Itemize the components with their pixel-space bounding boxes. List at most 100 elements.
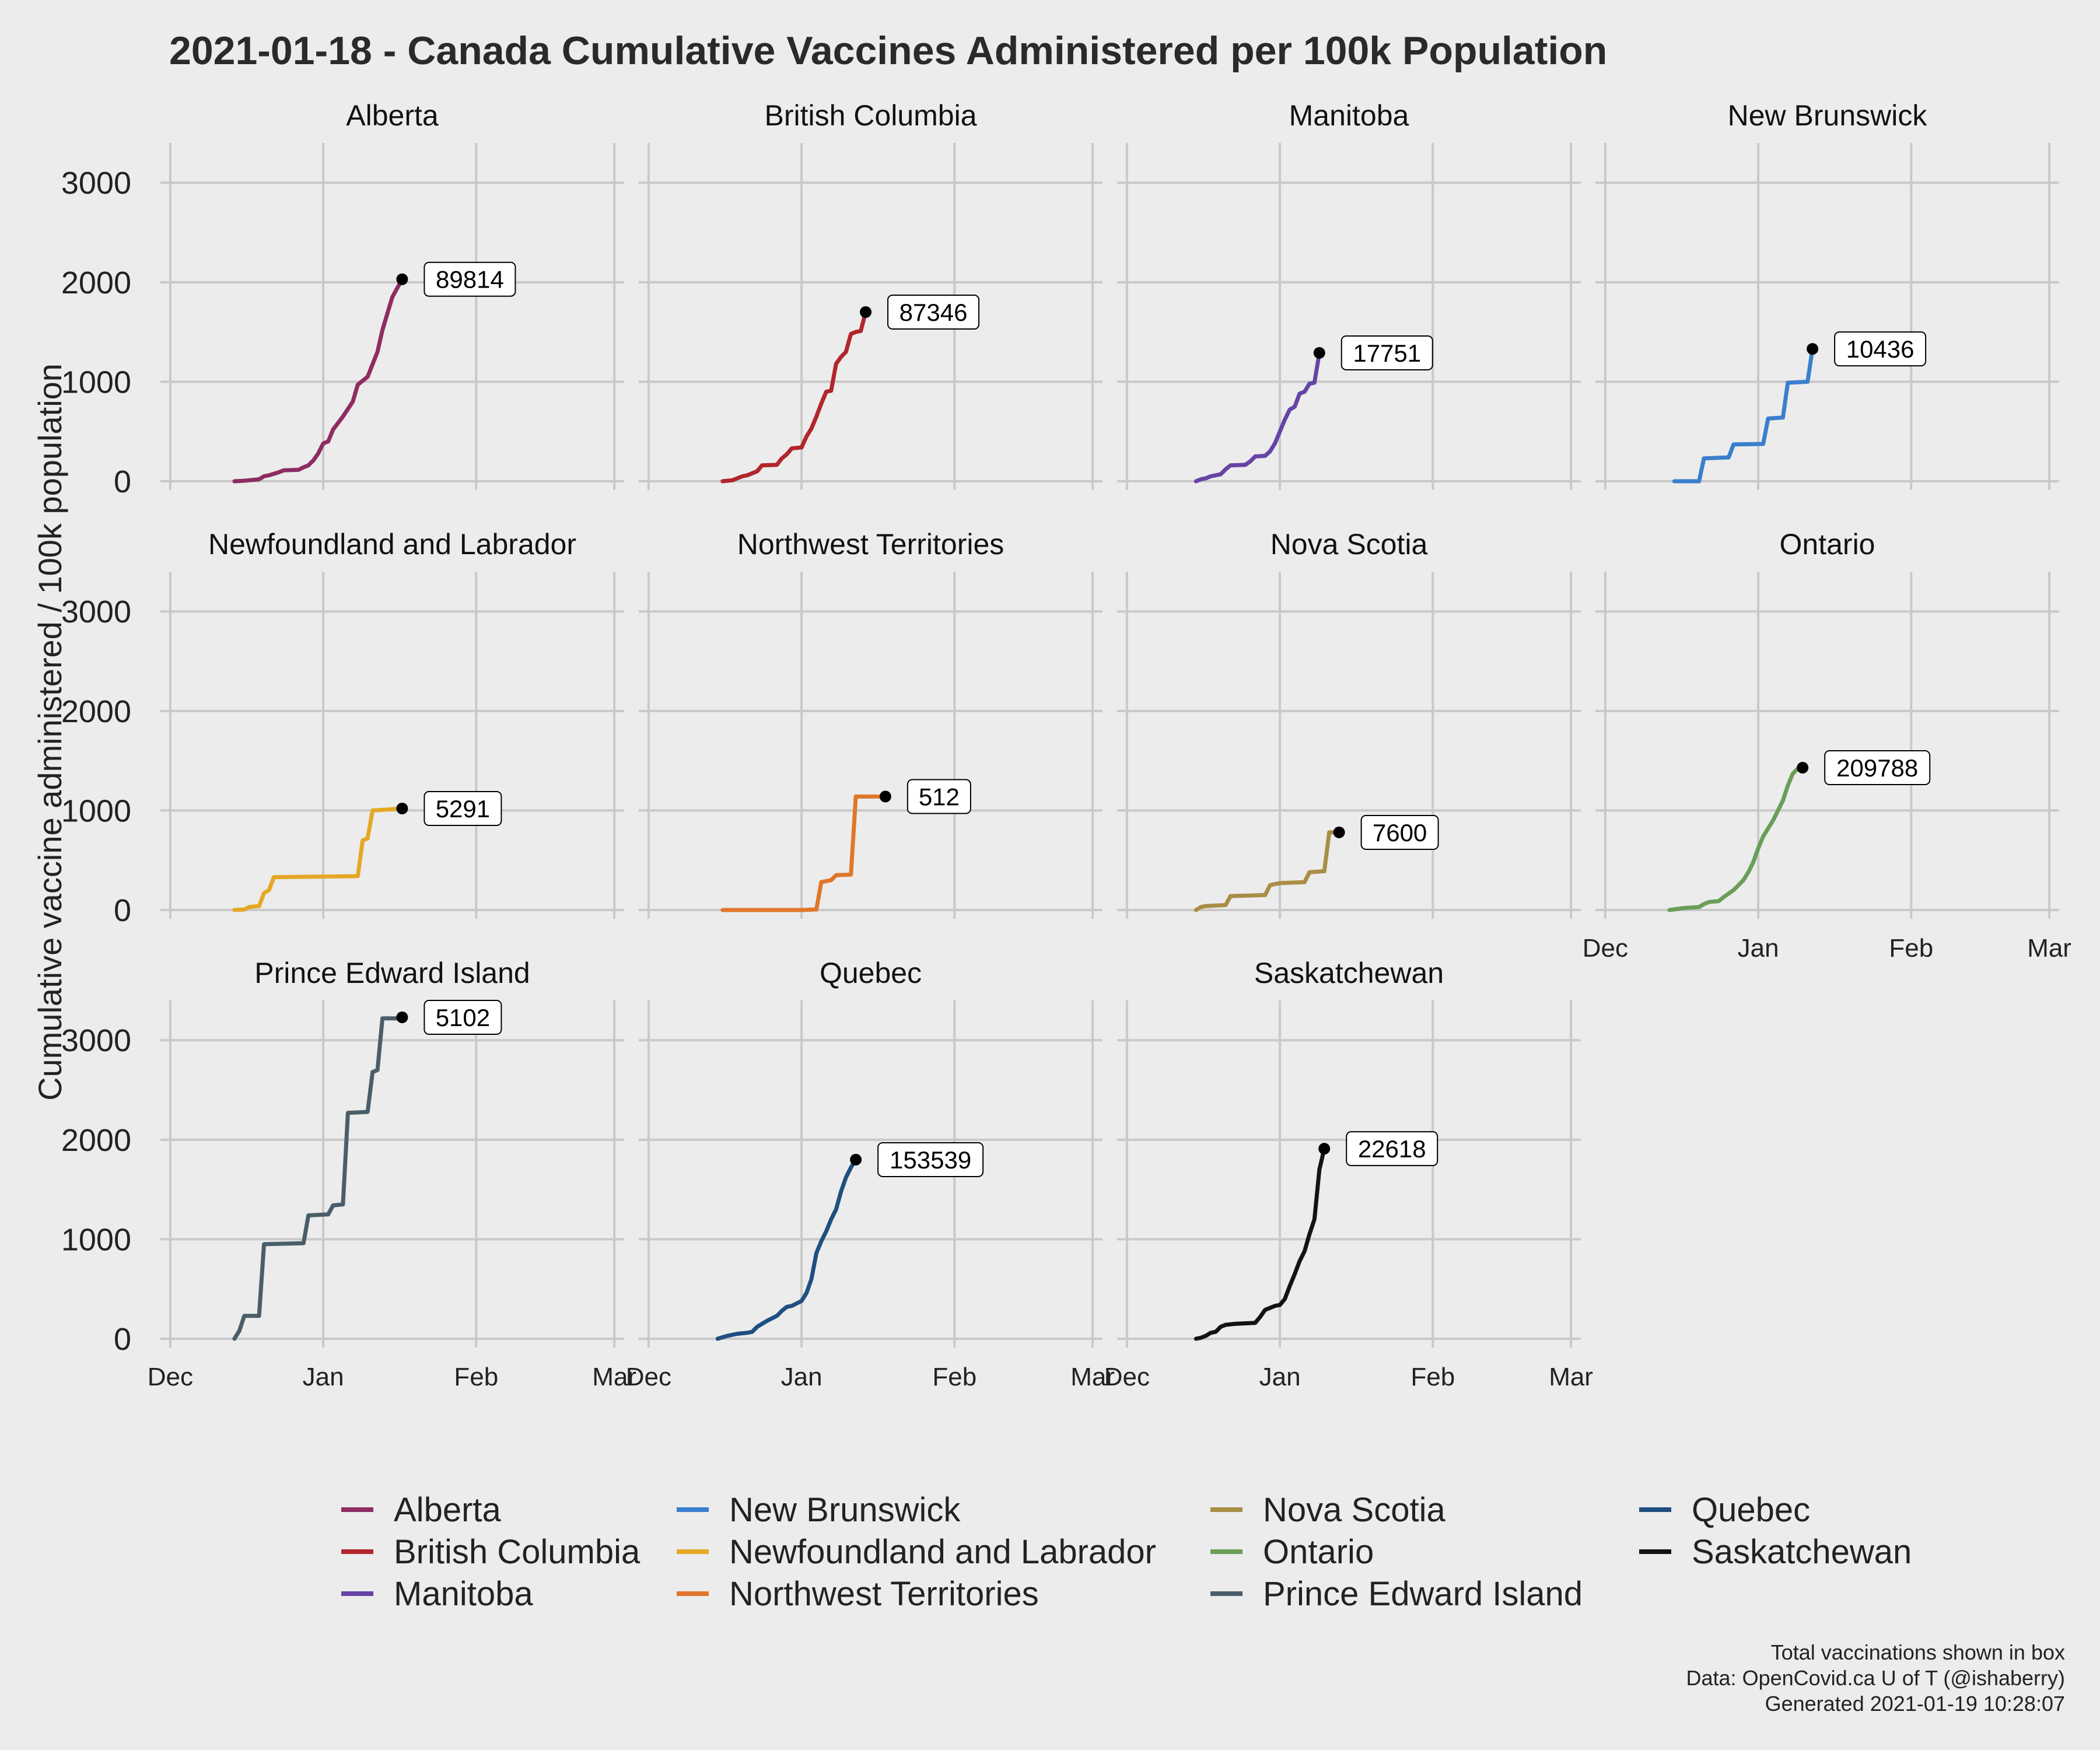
end-point (1333, 826, 1345, 838)
total-label-box (877, 1142, 984, 1177)
x-tick-label: Dec (1104, 1363, 1150, 1391)
panel-nova-scotia: Nova Scotia 7600 (1117, 528, 1581, 919)
y-tick-label: 0 (114, 1322, 131, 1357)
legend-label: Manitoba (394, 1575, 533, 1613)
y-tick-label: 3000 (61, 166, 131, 201)
panel-title: Nova Scotia (1270, 528, 1428, 561)
panel-title: Northwest Territories (737, 528, 1005, 561)
panel-new-brunswick: New Brunswick 10436 (1595, 99, 2059, 490)
total-label-box (907, 779, 971, 814)
x-tick-label: Feb (1889, 934, 1933, 963)
total-label: 17751 (1340, 335, 1433, 370)
total-label: 7600 (1360, 814, 1439, 850)
total-label-text: 87346 (900, 299, 968, 326)
panel-title: Manitoba (1289, 99, 1409, 132)
legend-label: Nova Scotia (1263, 1491, 1446, 1529)
total-label-box (424, 1000, 502, 1035)
panel-title: Ontario (1780, 528, 1875, 561)
legend-item-manitoba: Manitoba (341, 1575, 533, 1613)
total-label-box (1824, 750, 1931, 786)
y-tick-label: 1000 (61, 365, 131, 400)
y-tick-label: 0 (114, 464, 131, 499)
x-tick-label: Dec (148, 1363, 193, 1391)
end-point (879, 790, 891, 803)
total-label: 5291 (424, 791, 502, 826)
y-tick-label: 1000 (61, 1222, 131, 1257)
legend-item-nova-scotia: Nova Scotia (1210, 1491, 1446, 1529)
legend-label: Prince Edward Island (1263, 1575, 1583, 1613)
end-point (396, 803, 408, 814)
legend-label: Ontario (1263, 1533, 1374, 1571)
series-line-alberta (232, 277, 404, 484)
x-tick-label: Jan (1259, 1363, 1301, 1391)
series-line-manitoba (1194, 351, 1322, 484)
end-point (396, 1012, 408, 1023)
panel-alberta: Alberta 0 1000 2000 3000 89814 (61, 99, 624, 499)
total-label-text: 512 (919, 783, 960, 811)
legend-label: Northwest Territories (729, 1575, 1039, 1613)
caption-line: Data: OpenCovid.ca U of T (@ishaberry) (1686, 1666, 2065, 1690)
y-tick-label: 2000 (61, 265, 131, 300)
legend-item-ontario: Ontario (1210, 1533, 1374, 1571)
panel-british-columbia: British Columbia 87346 (639, 99, 1102, 490)
end-point (850, 1153, 862, 1166)
total-label-text: 89814 (436, 266, 504, 293)
panel-title: Prince Edward Island (254, 957, 530, 989)
panel-quebec: Quebec Dec Jan Feb Mar 153539 (626, 957, 1115, 1391)
legend-item-saskatchewan: Saskatchewan (1639, 1533, 1912, 1571)
panel-saskatchewan: Saskatchewan Dec Jan Feb Mar 22618 (1104, 957, 1593, 1391)
end-point (1807, 343, 1819, 355)
legend-item-new-brunswick: New Brunswick (677, 1491, 961, 1529)
x-tick-label: Feb (932, 1363, 977, 1391)
x-tick-label: Jan (303, 1363, 344, 1391)
y-tick-label: 1000 (61, 793, 131, 828)
total-label-text: 5291 (436, 795, 490, 822)
total-label-box (424, 261, 516, 297)
total-label: 512 (907, 779, 971, 814)
total-label-box (887, 295, 980, 330)
legend-item-alberta: Alberta (341, 1491, 502, 1529)
end-point (1313, 346, 1325, 359)
legend-item-newfoundland-and-labrador: Newfoundland and Labrador (677, 1533, 1156, 1571)
total-label: 209788 (1824, 750, 1931, 786)
x-tick-label: Jan (1738, 934, 1779, 963)
total-label-box (1340, 335, 1433, 370)
panel-title: Alberta (346, 99, 439, 132)
legend-label: British Columbia (394, 1533, 640, 1571)
total-label-box (424, 791, 502, 826)
total-label-text: 7600 (1373, 819, 1427, 846)
legend-item-quebec: Quebec (1639, 1491, 1810, 1529)
legend-label: Newfoundland and Labrador (729, 1533, 1156, 1571)
x-tick-label: Dec (1583, 934, 1628, 963)
end-point (1797, 762, 1809, 774)
total-label-box (1834, 331, 1927, 367)
end-point (396, 273, 408, 285)
panel-prince-edward-island: Prince Edward Island 0 1000 2000 3000 Dec Jan F… (61, 957, 636, 1391)
caption-line: Generated 2021-01-19 10:28:07 (1765, 1692, 2065, 1716)
x-tick-label: Feb (1410, 1363, 1455, 1391)
y-tick-label: 2000 (61, 694, 131, 729)
total-label: 22618 (1346, 1131, 1438, 1167)
series-line-newfoundland-and-labrador (232, 806, 404, 912)
end-point (860, 306, 872, 318)
total-label: 89814 (424, 261, 516, 297)
legend-label: New Brunswick (729, 1491, 961, 1529)
y-tick-label: 0 (114, 893, 131, 928)
x-tick-label: Jan (781, 1363, 822, 1391)
x-tick-label: Mar (2027, 934, 2071, 963)
series-line-new-brunswick (1672, 346, 1815, 484)
x-tick-label: Mar (1549, 1363, 1593, 1391)
total-label: 10436 (1834, 331, 1927, 367)
legend-item-british-columbia: British Columbia (341, 1533, 640, 1571)
series-line-quebec (715, 1157, 858, 1341)
legend-item-northwest-territories: Northwest Territories (677, 1575, 1039, 1613)
y-tick-label: 3000 (61, 594, 131, 629)
caption-line: Total vaccinations shown in box (1771, 1640, 2065, 1664)
legend-label: Quebec (1692, 1491, 1810, 1529)
total-label-box (1360, 814, 1439, 850)
total-label-text: 10436 (1846, 335, 1915, 363)
panel-title: New Brunswick (1728, 99, 1928, 132)
y-axis-label: Cumulative vaccine administered / 100k p… (32, 363, 68, 1101)
